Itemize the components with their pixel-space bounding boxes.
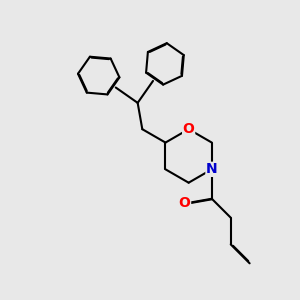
- Text: N: N: [206, 162, 218, 176]
- Text: O: O: [183, 122, 195, 136]
- Text: O: O: [179, 196, 190, 210]
